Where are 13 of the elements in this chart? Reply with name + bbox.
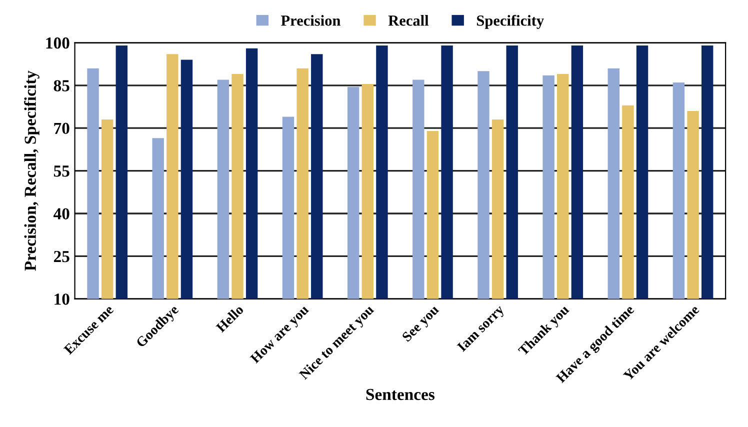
y-tick-label: 40 bbox=[54, 208, 70, 220]
y-axis-title: Precision, Recall, Specificity bbox=[24, 70, 40, 271]
y-tick-label: 85 bbox=[54, 80, 70, 92]
y-tick-label: 10 bbox=[54, 294, 70, 305]
x-axis-title: Sentences bbox=[366, 388, 434, 400]
y-tick-label: 70 bbox=[54, 122, 70, 134]
legend-label: Recall bbox=[388, 15, 429, 26]
legend-label: Precision bbox=[281, 15, 340, 26]
y-tick-label: 55 bbox=[54, 166, 70, 177]
x-tick-label: See you bbox=[402, 304, 442, 344]
legend-label: Specificity bbox=[476, 14, 544, 29]
y-tick-label: 25 bbox=[54, 250, 70, 262]
y-tick-label: 100 bbox=[46, 37, 70, 49]
